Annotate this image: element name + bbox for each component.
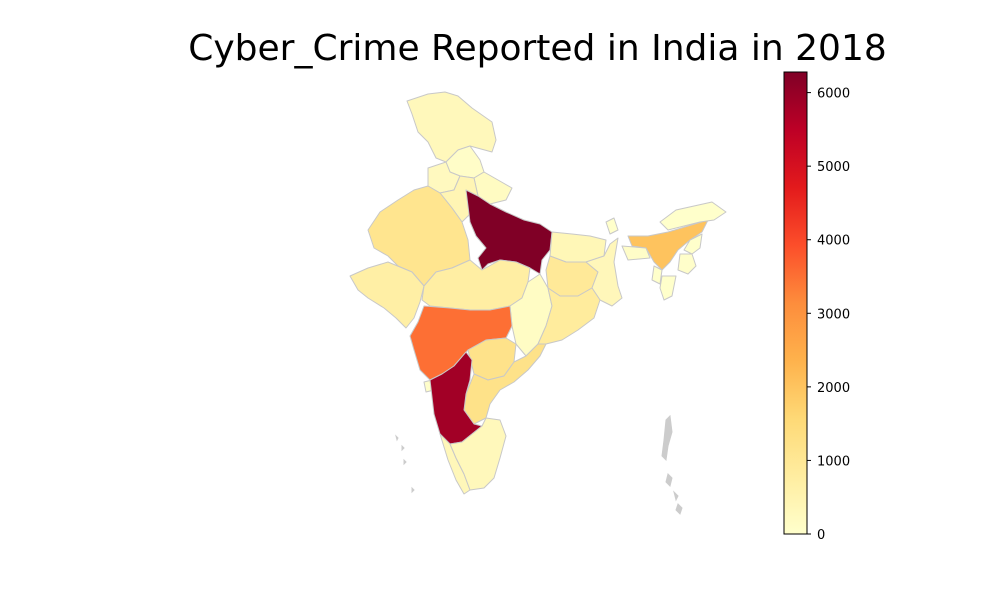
state-bihar (549, 231, 607, 263)
state-manipur (677, 253, 697, 275)
islands-layer (395, 414, 683, 515)
state-nagaland (683, 233, 703, 255)
colorbar-tick-label: 2000 (817, 381, 850, 396)
colorbar-tick-label: 3000 (817, 307, 850, 322)
state-uttar-pradesh (465, 189, 553, 275)
states-layer (349, 91, 727, 495)
state-rajasthan (367, 185, 471, 287)
colorbar-tick-label: 0 (817, 528, 825, 543)
state-west-bengal (585, 237, 623, 307)
state-sikkim (605, 217, 619, 235)
colorbar-ticks: 0 1000 2000 3000 4000 5000 6000 (807, 87, 850, 543)
state-odisha (537, 287, 601, 345)
lakshadweep-islands (395, 434, 415, 494)
state-tamil-nadu (449, 417, 507, 491)
andaman-islands (661, 414, 683, 515)
colorbar-tick-label: 1000 (817, 454, 850, 469)
colorbar-tick-label: 5000 (817, 160, 850, 175)
state-tripura (651, 265, 663, 285)
state-arunachal-pradesh (659, 201, 727, 231)
state-meghalaya (621, 245, 651, 261)
state-gujarat (349, 261, 425, 329)
colorbar: 0 1000 2000 3000 4000 5000 6000 (783, 71, 850, 543)
state-mizoram (659, 275, 677, 301)
map-title: Cyber_Crime Reported in India in 2018 (188, 28, 887, 69)
state-jammu-kashmir (406, 91, 497, 163)
colorbar-bar (783, 71, 808, 535)
colorbar-tick-label: 4000 (817, 234, 850, 249)
colorbar-tick-label: 6000 (817, 87, 850, 102)
